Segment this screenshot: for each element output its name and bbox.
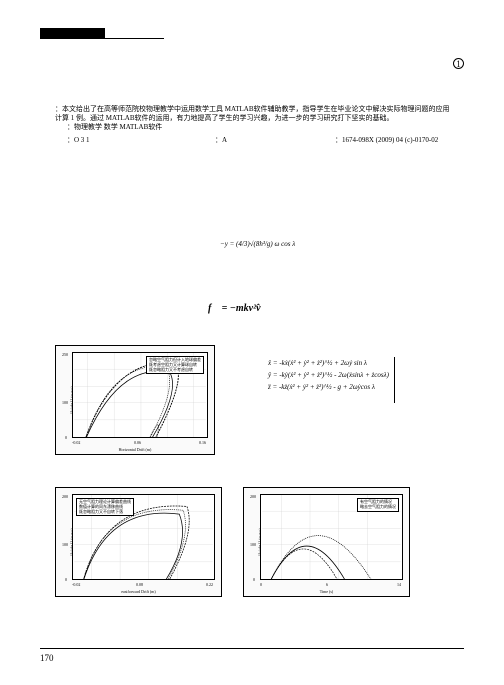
chart-3: Height H (meter) Time (s) 有空气阻力的情况 略去空气阻… [243, 487, 410, 597]
chart1-legend: 忽略空气阻力但计入地球偏差 既考虑空阻力又计算球自转 既忽略阻力又不考虑自转 [146, 356, 204, 374]
legend-item: 略去空气阻力的情况 [360, 505, 396, 510]
chart3-curve-b [268, 546, 348, 579]
xtick: -0.02 [72, 440, 80, 445]
chart1-xlabel: Horizontal Drift (m) [119, 447, 152, 452]
ytick: 100 [250, 542, 256, 547]
clc-code: ：O 3 1 [55, 135, 215, 145]
chart2-curve-b [82, 513, 183, 579]
chart2-curve-c [82, 510, 186, 579]
xtick: -0.02 [72, 582, 80, 587]
chart2-curve-a [82, 506, 189, 579]
abstract-line2: 计算 1 例。通过 MATLAB软件的运用，有力地提高了学生的学习兴趣，为进一步… [55, 114, 464, 123]
xtick: 0.06 [134, 440, 141, 445]
chart2-xlabel: eastforward Drift (m) [121, 589, 155, 594]
formula-1: −y = (4/3)√(8h³/g) ω cos λ [220, 240, 295, 248]
circled-number: 1 [453, 58, 464, 69]
abstract: ：本文给出了在高等师范院校物理教学中运用数学工具 MATLAB软件辅助教学，指导… [55, 105, 464, 132]
abstract-line1: ：本文给出了在高等师范院校物理教学中运用数学工具 MATLAB软件辅助教学，指导… [55, 105, 464, 114]
xtick: 0.08 [136, 582, 143, 587]
ytick: 200 [62, 494, 68, 499]
formula-2: f⃗ = −mkv²v̂ [208, 303, 261, 314]
xtick: 6 [326, 582, 328, 587]
eq-1: ẍ = -kẋ(ẋ² + ẏ² + ż²)^½ + 2ωẏ sin λ [268, 358, 389, 370]
ytick: 0 [65, 435, 67, 440]
meta-row: ：O 3 1 ：A ：1674-098X (2009) 04 (c)-0170-… [55, 135, 464, 145]
doc-code: ：A [215, 135, 335, 145]
legend-item: 既忽略阻力又不自转下落 [79, 510, 131, 515]
chart3-legend: 有空气阻力的情况 略去空气阻力的情况 [357, 498, 399, 512]
chart1-plot: 忽略空气阻力但计入地球偏差 既考虑空阻力又计算球自转 既忽略阻力又不考虑自转 [72, 352, 208, 438]
legend-item: 既忽略阻力又不考虑自转 [149, 368, 201, 373]
eq-3: z̈ = -kż(ẋ² + ẏ² + ż²)^½ - g + 2ωẏcos λ [268, 382, 389, 394]
header-rule [40, 38, 164, 39]
equation-system: ẍ = -kẋ(ẋ² + ẏ² + ż²)^½ + 2ωẏ sin λ ÿ = … [268, 358, 389, 394]
page-number: 170 [40, 653, 54, 663]
chart-2: Height H (meter) eastforward Drift (m) 无… [55, 487, 222, 597]
chart2-plot: 无空气阻力理论计算偏差曲线 数值计算的同东漂移曲线 既忽略阻力又不自转下落 [72, 494, 215, 580]
chart1-curve-c [84, 366, 170, 437]
xtick: 14 [397, 582, 401, 587]
xtick: 0 [260, 582, 262, 587]
xtick: 0.16 [199, 440, 206, 445]
eq-2: ÿ = -kẏ(ẋ² + ẏ² + ż²)^½ - 2ω(ẋsinλ + żco… [268, 370, 389, 382]
ytick: 100 [62, 542, 68, 547]
chart3-xlabel: Time (s) [320, 589, 334, 594]
ytick: 100 [62, 400, 68, 405]
footer-rule [40, 648, 464, 649]
ytick: 250 [62, 352, 68, 357]
chart3-plot: 有空气阻力的情况 略去空气阻力的情况 [260, 494, 403, 580]
ytick: 200 [250, 494, 256, 499]
chart2-legend: 无空气阻力理论计算偏差曲线 数值计算的同东漂移曲线 既忽略阻力又不自转下落 [76, 498, 134, 516]
ytick: 0 [253, 577, 255, 582]
header-black-bar [40, 28, 105, 38]
xtick: 0.22 [206, 582, 213, 587]
ytick: 0 [65, 577, 67, 582]
equation-brace [394, 357, 395, 403]
chart3-curve-c [268, 549, 341, 579]
article-id: ：1674-098X (2009) 04 (c)-0170-02 [335, 135, 464, 145]
keywords: ：物理教学 数学 MATLAB软件 [55, 123, 464, 132]
chart3-curve-a [268, 536, 375, 579]
chart-1: Height H (meter) Horizontal Drift (m) 忽略… [55, 345, 215, 455]
chart1-curve-b [84, 371, 173, 437]
